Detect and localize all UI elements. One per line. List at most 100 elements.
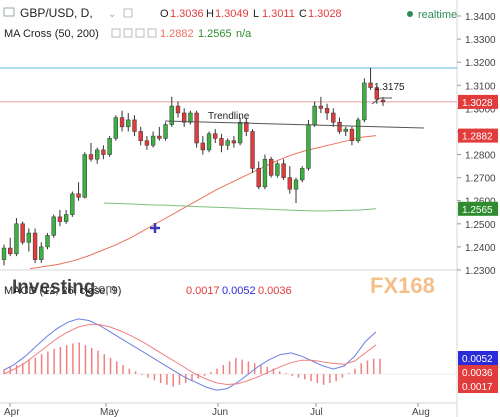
macd-histogram xyxy=(3,342,381,387)
collapse-icon[interactable] xyxy=(3,7,15,17)
candle-body xyxy=(45,235,50,248)
candle-body xyxy=(318,105,324,109)
candle-body xyxy=(275,163,280,176)
settings-icon[interactable] xyxy=(123,28,133,38)
price-badge-label: 1.3028 xyxy=(462,98,493,109)
candle-body xyxy=(343,128,348,132)
candle-body xyxy=(76,193,81,198)
candle-body xyxy=(70,193,75,215)
candle-body xyxy=(213,133,218,139)
candle-body xyxy=(8,247,13,255)
candle-body xyxy=(119,117,125,128)
candle-body xyxy=(337,121,342,132)
macd-signal-value: 0.0036 xyxy=(258,285,292,297)
candle-body xyxy=(374,87,379,100)
candle-body xyxy=(51,216,56,236)
macd-badge xyxy=(458,379,498,393)
candle-body xyxy=(150,135,156,146)
price-tick-label: 1.2800 xyxy=(465,151,496,162)
candle-body xyxy=(175,105,181,114)
trendline[interactable] xyxy=(164,120,425,129)
macd-badge xyxy=(458,365,498,379)
candle-body xyxy=(20,223,25,243)
time-tick-label: Aug xyxy=(412,407,430,417)
ohlc-c-label: C xyxy=(299,8,307,20)
price-tick-label: 1.2700 xyxy=(465,174,496,185)
realtime-dot-icon xyxy=(407,11,413,17)
ohlc-h-label: H xyxy=(206,8,214,20)
candle-body xyxy=(200,142,205,151)
time-axis[interactable]: Apr May Jun Jul Aug xyxy=(4,403,430,417)
candle-body xyxy=(144,140,150,146)
candle-body xyxy=(157,135,162,139)
price-tick-label: 1.3000 xyxy=(465,104,496,115)
macd-badge-label: 0.0036 xyxy=(462,368,493,379)
candle-body xyxy=(355,119,361,141)
macd-line xyxy=(3,318,377,391)
price-badge xyxy=(458,128,498,143)
ma50-value: 1.2882 xyxy=(160,28,194,40)
candle-body xyxy=(206,133,212,151)
candle-body xyxy=(101,149,106,155)
candle-body xyxy=(293,179,299,190)
candle-body xyxy=(362,82,367,121)
price-badge xyxy=(458,201,498,216)
candles xyxy=(1,67,386,266)
macd-hist-value: 0.0017 xyxy=(186,285,220,297)
candle-body xyxy=(138,131,143,141)
investing-logo-text: Investing xyxy=(12,277,95,298)
candle-body xyxy=(182,112,187,123)
chevron-down-icon[interactable]: ⌄ xyxy=(108,9,116,20)
candle-body xyxy=(268,158,274,176)
price-axis[interactable]: 1.34001.33001.32001.31001.30001.29001.28… xyxy=(457,12,498,277)
candle-body xyxy=(262,158,268,188)
candle-body xyxy=(32,232,38,260)
candle-body xyxy=(126,119,131,128)
candle-body xyxy=(237,121,243,144)
header-row: GBP/USD, D, ⌄ O 1.3036 H 1.3049 L 1.3011… xyxy=(3,6,457,21)
ohlc-c-value: 1.3028 xyxy=(308,8,342,20)
candle-body xyxy=(14,223,19,255)
close-icon[interactable] xyxy=(135,28,145,38)
ma-legend-row: MA Cross (50, 200) 1.2882 1.2565 n/a xyxy=(4,28,252,40)
ma200-value: 1.2565 xyxy=(198,28,232,40)
ma200-line xyxy=(103,202,377,212)
fx168-watermark: FX168 xyxy=(370,273,435,298)
eye-icon[interactable] xyxy=(111,28,121,38)
time-tick-label: Jul xyxy=(310,407,323,417)
time-tick-label: Jun xyxy=(212,407,228,417)
investing-logo-suffix: .com xyxy=(88,281,116,296)
realtime-label: realtime xyxy=(418,9,457,21)
candle-body xyxy=(331,112,336,123)
candle-body xyxy=(349,128,355,141)
more-icon[interactable] xyxy=(147,28,157,38)
price-tick-label: 1.3200 xyxy=(465,58,496,69)
investing-watermark: Investing .com xyxy=(12,277,116,298)
ohlc-o-value: 1.3036 xyxy=(170,8,204,20)
candle-body xyxy=(57,216,63,222)
symbol-title: GBP/USD, D, xyxy=(20,6,93,20)
ohlc-o-label: O xyxy=(160,8,169,20)
level-callout-label: 1.3175 xyxy=(374,82,405,93)
ohlc-l-value: 1.3011 xyxy=(262,8,295,20)
candle-body xyxy=(132,119,137,132)
macd-line-value: 0.0052 xyxy=(222,285,256,297)
candle-body xyxy=(163,124,168,139)
price-tick-label: 1.3100 xyxy=(465,81,496,92)
macd-label: MACD (12, 26, close, 9) xyxy=(4,285,121,297)
price-tick-label: 1.3300 xyxy=(465,35,496,46)
macd-signal-line xyxy=(3,324,377,386)
time-tick-label: May xyxy=(100,407,119,417)
settings-box-icon[interactable] xyxy=(123,8,133,18)
price-badge-label: 1.2882 xyxy=(462,132,493,143)
candle-body xyxy=(231,140,237,144)
candle-body xyxy=(300,168,305,181)
candle-body xyxy=(256,168,261,188)
macd-badge xyxy=(458,351,498,365)
candle-body xyxy=(324,108,330,114)
candle-body xyxy=(107,138,112,155)
candle-body xyxy=(244,121,249,132)
time-tick-label: Apr xyxy=(4,407,20,417)
